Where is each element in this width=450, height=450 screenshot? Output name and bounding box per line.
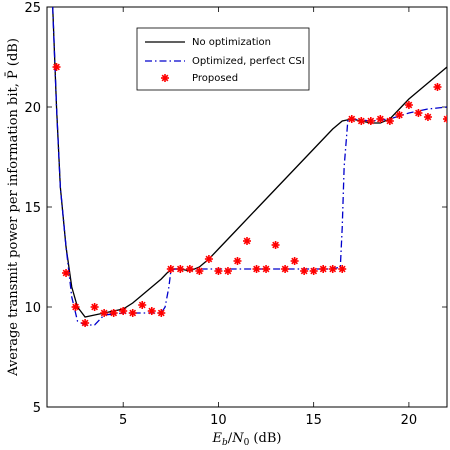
data-point [357,117,366,125]
legend-label-optimized: Optimized, perfect CSI [192,56,305,67]
x-tick-label: 5 [119,413,127,428]
y-tick-label: 5 [33,401,41,416]
data-point [128,309,137,317]
data-point [166,265,175,273]
data-point [214,267,223,275]
data-point [147,307,156,315]
data-point [71,303,80,311]
data-point [195,267,204,275]
data-point [376,115,385,123]
data-point [157,309,166,317]
data-point [62,269,71,277]
data-point [395,111,404,119]
data-point [262,265,271,273]
data-point [319,265,328,273]
legend-marker-proposed [161,74,169,82]
x-tick-label: 20 [401,413,418,428]
data-point [328,265,337,273]
x-tick-label: 15 [305,413,322,428]
series-proposed [52,63,447,327]
data-point [243,237,251,245]
data-point [204,255,213,263]
data-point [176,265,185,273]
series-layer [52,7,447,327]
data-point [223,267,232,275]
data-point [271,241,280,249]
data-point [404,101,413,109]
data-point [233,257,242,265]
data-point [52,63,61,71]
y-tick-label: 20 [24,101,41,116]
data-point [90,303,99,311]
data-point [290,257,299,265]
y-tick-label: 15 [24,201,41,216]
data-point [366,117,375,125]
data-point [281,265,290,273]
data-point [309,267,318,275]
x-tick-label: 10 [210,413,227,428]
y-tick-label: 25 [24,1,41,16]
data-point [185,265,194,273]
data-point [423,113,432,121]
data-point [385,117,394,125]
data-point [119,307,128,315]
data-point [300,267,309,275]
axis-ticks: 5 10 15 20 5 10 15 20 25 [24,1,447,428]
y-tick-label: 10 [24,301,41,316]
data-point [138,301,147,309]
y-axis-label: Average transmit power per information b… [5,38,21,377]
x-axis-label: Eb/N0 (dB) [212,431,282,448]
data-point [433,83,442,91]
legend-marker-star [161,74,169,82]
data-point [109,309,118,317]
legend-label-proposed: Proposed [192,73,238,84]
data-point [443,115,447,123]
data-point [252,265,261,273]
data-point [347,115,356,123]
data-point [81,319,90,327]
legend: No optimization Optimized, perfect CSI P… [136,27,310,91]
data-point [100,309,109,317]
data-point [414,109,423,117]
legend-label-no-optimization: No optimization [192,37,271,48]
data-point [338,265,347,273]
